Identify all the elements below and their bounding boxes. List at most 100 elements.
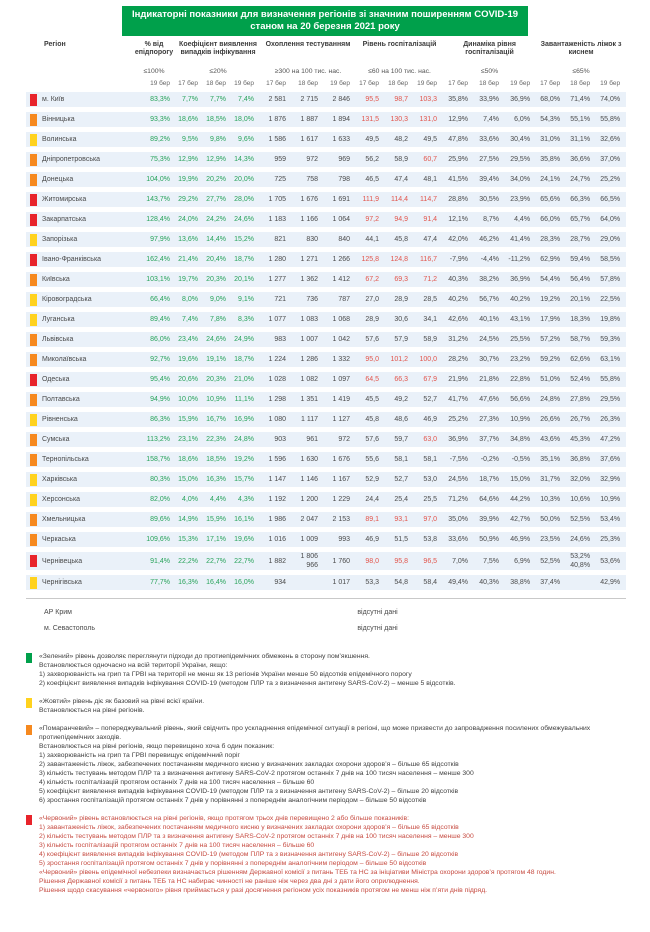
cell-hosp: 57,6	[365, 436, 380, 443]
legend-line: «Червоний» рівень епідемічної небезпеки …	[39, 869, 556, 876]
cell-coef: 21,4%	[178, 256, 199, 263]
legend: «Зелений» рівень дозволяє переглянути пі…	[26, 652, 636, 895]
cell-test: 2 846	[332, 96, 351, 103]
cell-beds: 59,4%	[570, 256, 591, 263]
cell-coef: 7,7%	[182, 96, 199, 103]
header-row: Регіон % від епідпорогу ≤100% Коефіцієнт ви…	[26, 41, 626, 75]
cell-test: 983	[274, 336, 287, 343]
date-label: 18 бер	[570, 80, 591, 87]
cell-beds: 62,9%	[540, 256, 561, 263]
cell-dyn: 22,8%	[510, 376, 531, 383]
cell-coef: 4,4%	[210, 496, 227, 503]
region-name: Сумська	[42, 436, 70, 443]
cell-coef: 20,4%	[206, 256, 227, 263]
cell-beds: 31,0%	[540, 136, 561, 143]
cell-beds: 36,6%	[570, 156, 591, 163]
cell-coef: 22,3%	[206, 436, 227, 443]
cell-test: 1 229	[332, 496, 351, 503]
cell-test: 1 166	[300, 216, 319, 223]
cell-beds: 22,5%	[600, 296, 621, 303]
table-row: Дніпропетровська 75,3% 12,9% 12,9% 14,3% 959 9…	[26, 152, 627, 167]
cell-dyn: 24,5%	[479, 336, 500, 343]
cell-hosp: 116,7	[420, 256, 438, 263]
cell-test: 1 630	[300, 456, 319, 463]
cell-coef: 19,6%	[234, 536, 255, 543]
cell-dyn: 41,4%	[510, 236, 531, 243]
cell-hosp: 95,0	[365, 356, 380, 363]
table-row: Миколаївська 92,7% 19,6% 19,1% 18,7% 1 224 1 2…	[26, 352, 627, 367]
cell-hosp: 111,9	[362, 196, 380, 203]
cell-beds: 24,1%	[540, 176, 561, 183]
no-data-rows: АР Крим відсутні дані м. Севастополь відсут…	[26, 604, 626, 636]
region-indicator-cell	[26, 132, 42, 147]
cell-dyn: 15,0%	[510, 476, 531, 483]
cell-test: 736	[306, 296, 319, 303]
cell-beds: 74,0%	[600, 96, 621, 103]
legend-line: Рішення щодо скасування «червоного» рівн…	[39, 887, 488, 894]
cell-hosp: 45,5	[365, 396, 380, 403]
level-indicator-red	[30, 193, 37, 206]
region-name: Кіровоградська	[42, 296, 92, 303]
region-name: м. Київ	[42, 96, 65, 103]
legend-square-green	[26, 653, 32, 663]
cell-epid: 93,3%	[150, 116, 171, 123]
cell-coef: 24,8%	[234, 436, 255, 443]
cell-epid: 143,7%	[146, 196, 171, 203]
cell-beds: 37,4%	[540, 579, 561, 586]
cell-beds: 63,1%	[600, 356, 621, 363]
level-indicator-orange	[30, 433, 37, 446]
level-indicator-orange	[30, 393, 37, 406]
cell-coef: 10,9%	[206, 396, 227, 403]
region-name: Житомирська	[42, 196, 87, 203]
cell-epid: 92,7%	[150, 356, 171, 363]
cell-coef: 20,6%	[178, 376, 199, 383]
cell-test: 1 586	[268, 136, 287, 143]
cell-beds: 58,5%	[600, 256, 621, 263]
cell-dyn: 18,7%	[479, 476, 500, 483]
region-name: Закарпатська	[42, 216, 87, 223]
cell-hosp: 56,2	[365, 156, 380, 163]
cell-hosp: 131,5	[361, 116, 380, 123]
cell-dyn: 12,9%	[448, 116, 469, 123]
column-title-dyn: Динаміка рівня госпіталізацій	[463, 41, 516, 56]
cell-coef: 18,5%	[206, 456, 227, 463]
cell-coef: 22,2%	[178, 557, 199, 565]
cell-test: 1 068	[332, 316, 351, 323]
region-name: Вінницька	[42, 116, 75, 123]
cell-test: 821	[274, 236, 287, 243]
cell-beds: 28,3%	[540, 236, 561, 243]
cell-test: 934	[274, 579, 287, 586]
cell-dyn: -4,4%	[480, 256, 500, 263]
cell-beds: 59,2%	[540, 356, 561, 363]
cell-epid: 103,1%	[146, 276, 171, 283]
table-row: Запорізька 97,9% 13,6% 14,4% 15,2% 821 830 840 4…	[26, 232, 627, 247]
cell-epid: 104,0%	[146, 176, 171, 183]
cell-dyn: 47,6%	[479, 396, 500, 403]
date-label: 18 бер	[479, 80, 500, 87]
cell-beds: 18,3%	[570, 316, 591, 323]
cell-hosp: 28,9	[394, 296, 409, 303]
cell-test: 972	[338, 436, 351, 443]
cell-test: 993	[338, 536, 351, 543]
cell-hosp: 53,0	[423, 476, 438, 483]
legend-line: 2) завантаженість ліжок, забезпечених по…	[39, 761, 459, 768]
cell-beds: 25,2%	[600, 176, 621, 183]
legend-line: 1) захворюваність на грип та ГРВІ на тер…	[39, 671, 412, 678]
cell-test: 1 097	[332, 376, 351, 383]
cell-beds: 28,7%	[570, 236, 591, 243]
cell-hosp: 69,3	[394, 276, 409, 283]
level-indicator-red	[30, 373, 37, 386]
table-row: Луганська 89,4% 7,4% 7,8% 8,3% 1 077 1 083 1 06…	[26, 312, 627, 327]
cell-epid: 82,0%	[150, 496, 171, 503]
cell-test: 1 280	[268, 256, 287, 263]
cell-test: 830	[306, 236, 319, 243]
region-indicator-cell	[26, 112, 42, 127]
cell-beds: 54,4%	[540, 276, 561, 283]
region-indicator-cell	[26, 512, 42, 527]
table-row: Вінницька 93,3% 18,6% 18,5% 18,0% 1 876 1 887 1…	[26, 112, 627, 127]
cell-beds: 62,6%	[570, 356, 591, 363]
cell-dyn: 35,0%	[448, 516, 469, 523]
date-label: 17 бер	[178, 80, 199, 87]
legend-line: 6) зростання госпіталізацій протягом ост…	[39, 797, 427, 804]
no-data-region-name: м. Севастополь	[44, 624, 95, 632]
